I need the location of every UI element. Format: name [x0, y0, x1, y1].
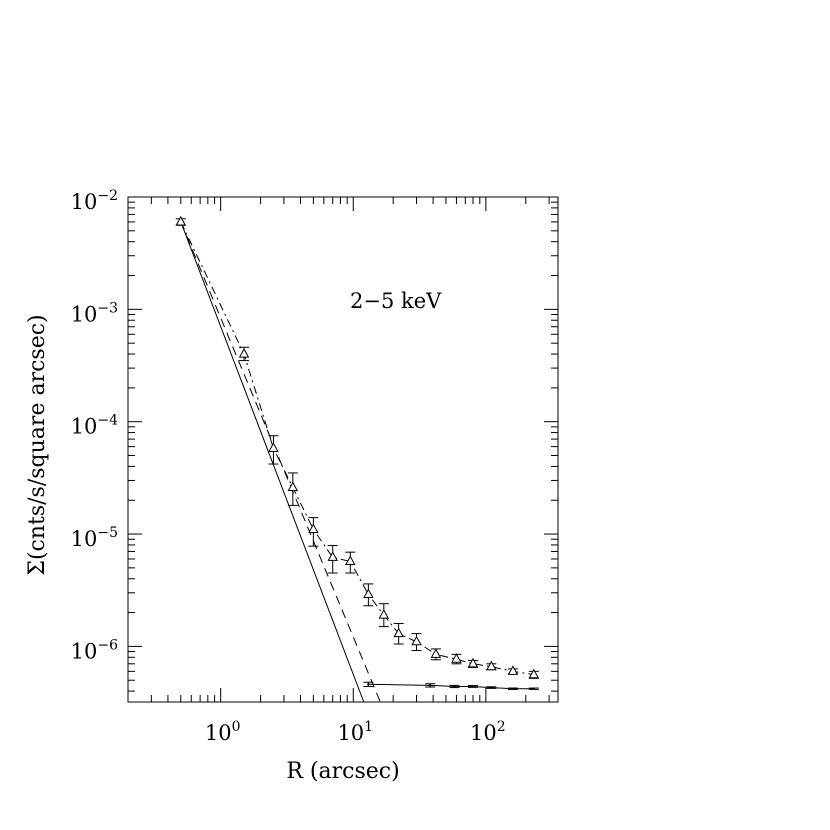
data-point [367, 683, 370, 686]
data-point-triangle [308, 523, 319, 533]
data-point [428, 684, 432, 687]
y-tick-label: 10−2 [71, 188, 118, 214]
plot-frame [127, 196, 559, 703]
data-point-triangle [345, 555, 356, 566]
data-point-triangle [451, 653, 462, 663]
plot-frame-layer [127, 196, 559, 703]
data-point-triangle [528, 668, 540, 679]
model-lines-layer [180, 221, 381, 703]
data-point [511, 687, 515, 690]
model-line-solid [180, 221, 365, 703]
model-line-dashed [180, 221, 381, 703]
y-tick-label: 10−5 [71, 525, 118, 551]
data-point-triangle [467, 657, 479, 668]
x-tick-label: 100 [205, 719, 241, 745]
y-tick-label: 10−3 [71, 300, 118, 326]
x-tick-label: 102 [470, 719, 506, 745]
data-point-triangle [430, 648, 442, 658]
x-axis-label: R (arcsec) [286, 759, 399, 784]
data-point [471, 685, 475, 688]
data-point-triangle [378, 609, 390, 619]
x-tick-label: 101 [337, 719, 373, 745]
data-point [490, 686, 493, 689]
data-point-triangle [486, 660, 497, 671]
data-point-triangle [507, 665, 519, 675]
y-tick-label: 10−4 [71, 413, 118, 439]
y-axis-label: Σ(cnts/s/square arcsec) [25, 314, 50, 575]
energy-band-annotation: 2−5 keV [350, 289, 442, 313]
data-point-triangle [393, 627, 404, 638]
tick-layer: 100 101 102 10−2 10−3 10−4 10−5 10−6 [71, 188, 558, 745]
data-point-triangle [268, 442, 279, 452]
data-point-triangle [238, 348, 250, 358]
data-point-triangle [175, 215, 187, 226]
data-point [453, 685, 456, 688]
data-point-triangle [287, 481, 299, 491]
data-point-triangle [363, 588, 374, 598]
series-layer [175, 215, 540, 690]
label-layer: 2−5 keV R (arcsec) Σ(cnts/s/square arcse… [25, 289, 442, 784]
data-point [532, 687, 536, 690]
data-point-triangle [327, 551, 338, 561]
data-point-triangle [411, 635, 422, 646]
y-tick-label: 10−6 [71, 637, 118, 663]
